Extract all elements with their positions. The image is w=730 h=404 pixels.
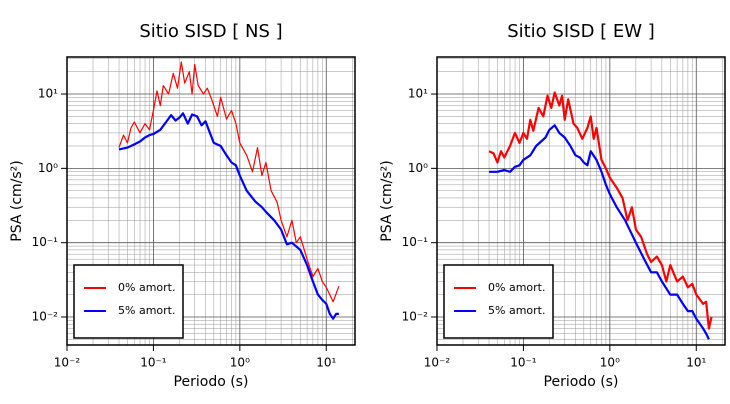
y-tick-label: 10⁻¹ bbox=[32, 235, 59, 249]
x-tick-label: 10¹ bbox=[316, 356, 336, 370]
legend-box bbox=[73, 264, 184, 339]
y-tick-label: 10⁻¹ bbox=[402, 235, 429, 249]
y-tick-label: 10⁻² bbox=[402, 309, 429, 323]
plot-frame bbox=[436, 56, 726, 346]
legend-label: 5% amort. bbox=[118, 304, 175, 317]
series-line bbox=[118, 112, 339, 320]
chart-title: Sitio SISD [ EW ] bbox=[507, 21, 655, 42]
x-tick-label: 10⁰ bbox=[600, 356, 620, 370]
x-tick-label: 10⁻¹ bbox=[510, 356, 537, 370]
y-tick-label: 10⁻² bbox=[32, 309, 59, 323]
legend-label: 0% amort. bbox=[118, 281, 175, 294]
x-tick-label: 10⁻¹ bbox=[140, 356, 167, 370]
x-axis-label: Periodo (s) bbox=[174, 374, 249, 390]
series-line bbox=[118, 61, 340, 303]
y-tick-label: 10⁰ bbox=[38, 161, 58, 175]
plot-frame bbox=[66, 56, 356, 346]
x-tick-label: 10⁻² bbox=[54, 356, 81, 370]
x-axis-label: Periodo (s) bbox=[544, 374, 619, 390]
chart-title: Sitio SISD [ NS ] bbox=[139, 21, 282, 42]
plot: 10⁻² 10⁻¹ 10⁰ 10¹ 10⁻² 10⁻¹ 10⁰ 10¹ Sitio SISD [… bbox=[9, 21, 356, 390]
y-tick-label: 10¹ bbox=[408, 87, 428, 101]
series-line bbox=[489, 124, 710, 340]
x-tick-label: 10¹ bbox=[686, 356, 706, 370]
y-axis-label: PSA (cm/s²) bbox=[9, 160, 25, 242]
series-line bbox=[488, 91, 713, 330]
legend-label: 0% amort. bbox=[488, 281, 545, 294]
legend-box bbox=[443, 264, 554, 339]
legend-label: 5% amort. bbox=[488, 304, 545, 317]
x-tick-label: 10⁻² bbox=[424, 356, 451, 370]
x-tick-label: 10⁰ bbox=[230, 356, 250, 370]
y-tick-label: 10⁰ bbox=[408, 161, 428, 175]
plot: 10⁻² 10⁻¹ 10⁰ 10¹ 10⁻² 10⁻¹ 10⁰ 10¹ Sitio SISD [… bbox=[379, 21, 726, 390]
y-tick-label: 10¹ bbox=[38, 87, 58, 101]
y-axis-label: PSA (cm/s²) bbox=[379, 160, 395, 242]
